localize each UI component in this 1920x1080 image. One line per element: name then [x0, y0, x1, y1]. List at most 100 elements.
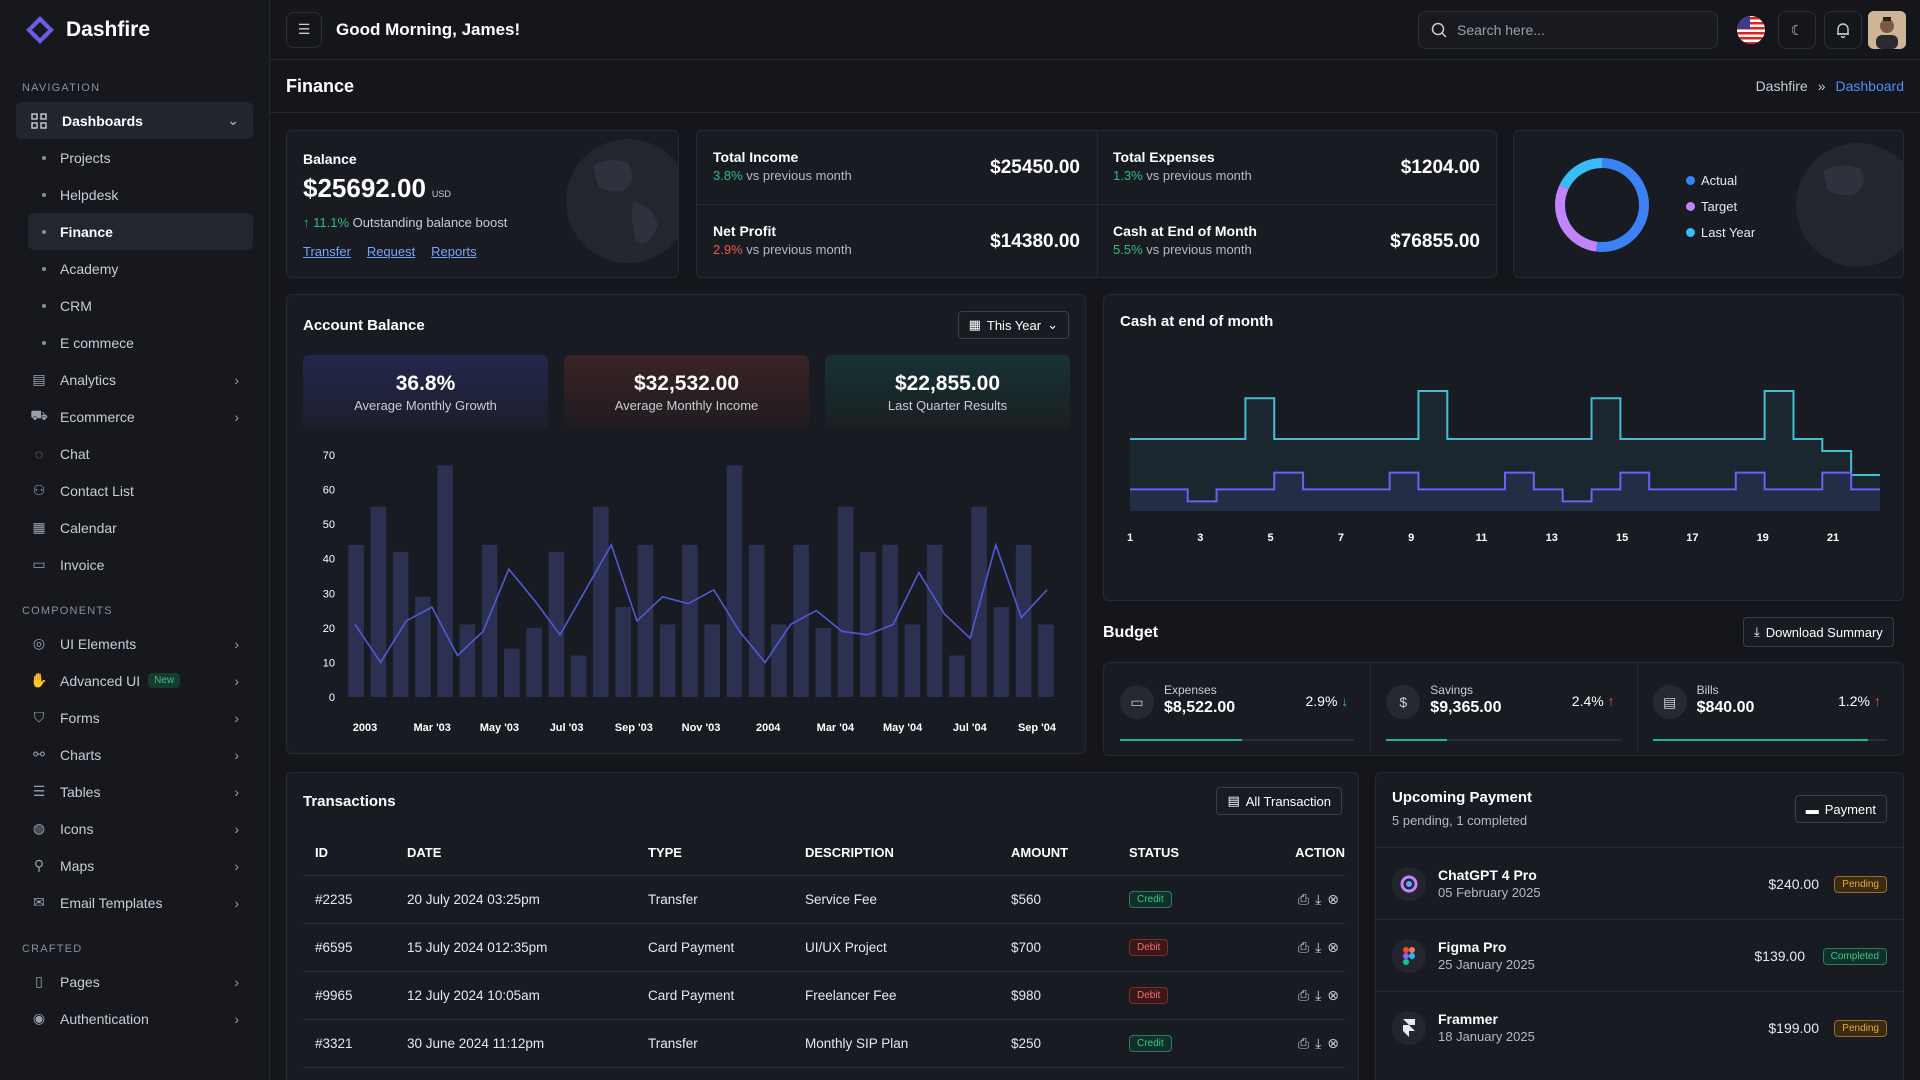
close-circle-icon[interactable]: ⊗: [1327, 938, 1339, 955]
close-circle-icon[interactable]: ⊗: [1327, 890, 1339, 907]
menu-toggle-button[interactable]: ☰: [286, 11, 322, 48]
payment-item[interactable]: ChatGPT 4 Pro 05 February 2025 $240.00 P…: [1376, 847, 1903, 919]
sidebar-item-charts[interactable]: ⚯ Charts ›: [16, 736, 253, 773]
bar: [971, 506, 987, 697]
sidebar-item-projects[interactable]: Projects: [28, 139, 253, 176]
sidebar-item-invoice[interactable]: ▭ Invoice: [16, 546, 253, 583]
sidebar-item-label: Contact List: [60, 482, 134, 499]
sidebar-item-analytics[interactable]: ▤ Analytics ›: [16, 361, 253, 398]
kpi-label: Total Expenses: [1113, 149, 1215, 165]
payment-item[interactable]: Frammer 18 January 2025 $199.00 Pending: [1376, 991, 1903, 1063]
column-header-type[interactable]: TYPE: [636, 831, 793, 876]
download-icon[interactable]: ⤓: [1315, 938, 1322, 955]
kpi-note: vs previous month: [1146, 168, 1252, 183]
breadcrumb-current[interactable]: Dashboard: [1835, 78, 1905, 94]
sidebar-item-maps[interactable]: ⚲ Maps ›: [16, 847, 253, 884]
chevron-down-icon: ⌄: [1047, 317, 1058, 332]
avatar[interactable]: [1868, 11, 1906, 49]
language-button[interactable]: [1732, 11, 1770, 49]
theme-toggle-button[interactable]: ☾: [1778, 11, 1816, 49]
x-tick-label: May '04: [883, 722, 923, 734]
download-icon[interactable]: ⤓: [1315, 1034, 1322, 1051]
table-row[interactable]: #2235 20 July 2024 03:25pm Transfer Serv…: [303, 875, 1345, 924]
sidebar-item-crm[interactable]: CRM: [28, 287, 253, 324]
column-header-date[interactable]: DATE: [395, 831, 636, 876]
payment-date: 05 February 2025: [1438, 885, 1541, 900]
search-input[interactable]: [1457, 22, 1677, 38]
bar: [370, 506, 387, 697]
x-tick-label: Mar '04: [817, 722, 855, 734]
period-select[interactable]: ▦ This Year ⌄: [957, 311, 1069, 339]
budget-percent: 2.9% ↓: [1305, 693, 1348, 709]
payment-button[interactable]: ▬ Payment: [1794, 795, 1887, 823]
world-map-icon: [1796, 143, 1903, 267]
bar: [615, 607, 631, 697]
sidebar-item-ecommerce-dashboard[interactable]: E commece: [28, 324, 253, 361]
close-circle-icon[interactable]: ⊗: [1327, 1034, 1339, 1051]
table-row[interactable]: #9965 12 July 2024 10:05am Card Payment …: [303, 971, 1345, 1020]
table-row[interactable]: #3321 30 June 2024 11:12pm Transfer Mont…: [303, 1019, 1345, 1068]
chevron-right-icon: ›: [234, 857, 239, 874]
cell-status: Credit: [1117, 1019, 1251, 1068]
sidebar-item-pages[interactable]: ▯ Pages ›: [16, 963, 253, 1000]
column-header-id[interactable]: ID: [303, 831, 395, 876]
transfer-link[interactable]: Transfer: [303, 244, 351, 259]
kpi-label: Net Profit: [713, 223, 776, 239]
sidebar-item-label: Maps: [60, 857, 95, 874]
period-select-label: This Year: [986, 317, 1042, 333]
sidebar-item-email-templates[interactable]: ✉ Email Templates ›: [16, 884, 253, 921]
search-icon: [1431, 22, 1447, 38]
sidebar-item-ui-elements[interactable]: ◎ UI Elements ›: [16, 625, 253, 662]
column-header-description[interactable]: DESCRIPTION: [793, 831, 999, 876]
sidebar-item-finance[interactable]: Finance: [28, 213, 253, 250]
sidebar-item-helpdesk[interactable]: Helpdesk: [28, 176, 253, 213]
kpi-value: $14380.00: [990, 231, 1080, 252]
sidebar-item-ecommerce[interactable]: ⛟ Ecommerce ›: [16, 398, 253, 435]
chevron-right-icon: ›: [234, 371, 239, 388]
payment-date: 25 January 2025: [1438, 957, 1535, 972]
download-icon[interactable]: ⤓: [1315, 890, 1322, 907]
sidebar-item-advanced-ui[interactable]: ✋ Advanced UI New ›: [16, 662, 253, 699]
close-circle-icon[interactable]: ⊗: [1327, 986, 1339, 1003]
sidebar-item-tables[interactable]: ☰ Tables ›: [16, 773, 253, 810]
arrow-up-icon: ↑: [303, 215, 310, 230]
reports-link[interactable]: Reports: [431, 244, 477, 259]
cell-description: UI/UX Project: [793, 923, 999, 972]
column-header-status[interactable]: STATUS: [1117, 831, 1251, 876]
download-summary-button[interactable]: ⤓ Download Summary: [1743, 617, 1894, 647]
sidebar-item-academy[interactable]: Academy: [28, 250, 253, 287]
download-icon[interactable]: ⤓: [1315, 986, 1322, 1003]
search-box[interactable]: [1418, 11, 1718, 49]
sidebar-item-icons[interactable]: ◍ Icons ›: [16, 810, 253, 847]
print-icon[interactable]: ⎙: [1297, 986, 1310, 1003]
sidebar-item-authentication[interactable]: ◉ Authentication ›: [16, 1000, 253, 1037]
cart-icon: ⛟: [30, 407, 48, 423]
sidebar-item-calendar[interactable]: ▦ Calendar: [16, 509, 253, 546]
notifications-button[interactable]: [1824, 11, 1862, 49]
breadcrumb-root[interactable]: Dashfire: [1755, 78, 1808, 94]
all-transaction-button[interactable]: ▤ All Transaction: [1216, 787, 1342, 815]
print-icon[interactable]: ⎙: [1297, 890, 1310, 907]
column-header-amount[interactable]: AMOUNT: [999, 831, 1117, 876]
sidebar-item-contact-list[interactable]: ⚇ Contact List: [16, 472, 253, 509]
x-tick-label: Jul '04: [953, 722, 988, 734]
print-icon[interactable]: ⎙: [1297, 938, 1310, 955]
table-row[interactable]: #6595 15 July 2024 012:35pm Card Payment…: [303, 923, 1345, 972]
print-icon[interactable]: ⎙: [1297, 1034, 1310, 1051]
cell-id: #6595: [303, 923, 395, 972]
brand[interactable]: Dashfire: [0, 0, 269, 60]
account-balance-title: Account Balance: [303, 317, 425, 334]
budget-title: Budget: [1103, 624, 1159, 641]
table-header-row: ID DATE TYPE DESCRIPTION AMOUNT STATUS A…: [303, 831, 1345, 876]
bar: [437, 465, 453, 697]
bar: [771, 624, 787, 697]
nav-section-crafted: CRAFTED: [22, 943, 83, 955]
sidebar-item-dashboards[interactable]: Dashboards ⌄: [16, 102, 253, 139]
sidebar-item-label: Forms: [60, 709, 100, 726]
sidebar-item-chat[interactable]: ◌ Chat: [16, 435, 253, 472]
request-link[interactable]: Request: [366, 244, 416, 259]
sidebar-item-forms[interactable]: ⛉ Forms ›: [16, 699, 253, 736]
payment-item[interactable]: Figma Pro 25 January 2025 $139.00 Comple…: [1376, 919, 1903, 991]
bar: [704, 624, 720, 697]
brand-name: Dashfire: [66, 18, 151, 41]
